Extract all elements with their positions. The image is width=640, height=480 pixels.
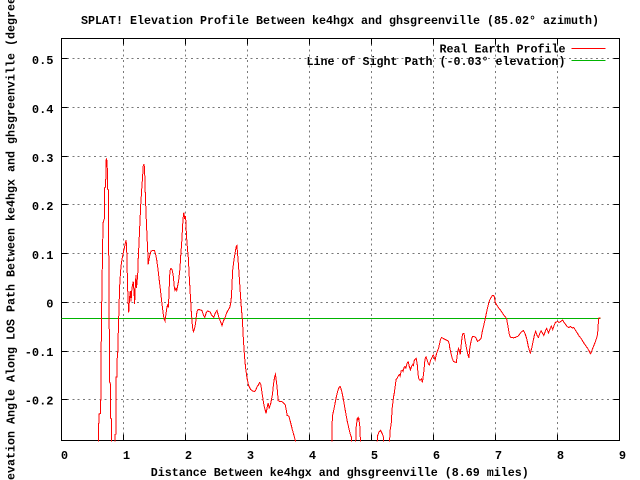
svg-text:1: 1 <box>123 449 130 463</box>
svg-text:0.3: 0.3 <box>32 152 54 166</box>
svg-text:0.4: 0.4 <box>32 103 54 117</box>
svg-text:8: 8 <box>557 449 564 463</box>
svg-text:4: 4 <box>309 449 316 463</box>
svg-text:SPLAT! Elevation Profile Betwe: SPLAT! Elevation Profile Between ke4hgx … <box>81 14 599 28</box>
svg-text:2: 2 <box>185 449 192 463</box>
svg-text:Real Earth Profile: Real Earth Profile <box>440 43 566 57</box>
svg-text:0.1: 0.1 <box>32 249 54 263</box>
svg-text:3: 3 <box>247 449 254 463</box>
svg-text:0.2: 0.2 <box>32 200 54 214</box>
svg-text:-0.2: -0.2 <box>25 395 54 409</box>
svg-text:6: 6 <box>433 449 440 463</box>
svg-text:Distance Between ke4hgx and gh: Distance Between ke4hgx and ghsgreenvill… <box>151 466 529 480</box>
svg-text:Line of Sight Path (-0.03° ele: Line of Sight Path (-0.03° elevation) <box>307 55 566 69</box>
svg-text:-0.1: -0.1 <box>25 346 54 360</box>
svg-text:Elevation Angle Along LOS Path: Elevation Angle Along LOS Path Between k… <box>5 0 19 480</box>
svg-text:7: 7 <box>495 449 502 463</box>
svg-text:0: 0 <box>46 298 53 312</box>
svg-text:5: 5 <box>371 449 378 463</box>
svg-text:0.5: 0.5 <box>32 54 54 68</box>
svg-text:9: 9 <box>619 449 626 463</box>
svg-text:0: 0 <box>61 449 68 463</box>
